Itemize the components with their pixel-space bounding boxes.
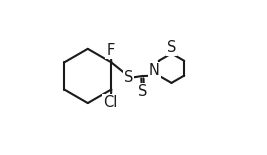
Text: F: F bbox=[106, 43, 115, 58]
Text: N: N bbox=[149, 63, 159, 78]
Text: Cl: Cl bbox=[103, 95, 118, 110]
Text: S: S bbox=[138, 84, 148, 99]
Text: S: S bbox=[167, 40, 176, 55]
Text: S: S bbox=[124, 70, 133, 85]
